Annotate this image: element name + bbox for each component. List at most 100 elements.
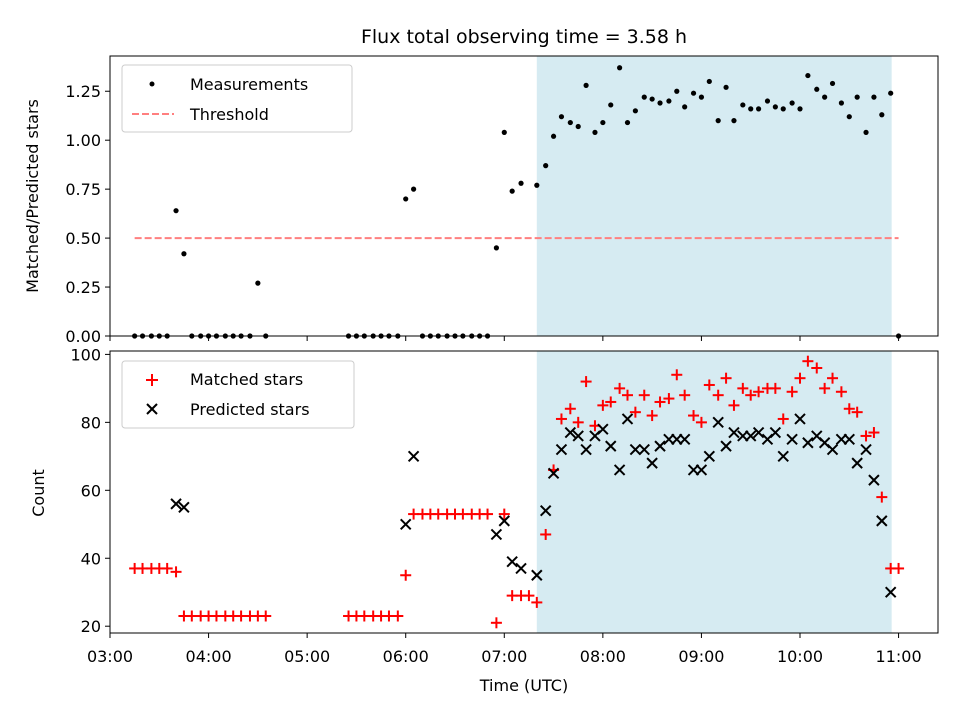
matched-star-point [835, 386, 847, 398]
measurement-point [805, 72, 811, 79]
matched-star-point [523, 590, 535, 602]
matched-star-point [646, 410, 658, 422]
top-y-ticks: 0.00 0.25 0.50 0.75 1.00 1.25 [65, 82, 110, 346]
x-tick-label: 06:00 [383, 647, 429, 666]
observing-window-shade-bottom [536, 351, 892, 633]
matched-star-point [695, 416, 707, 428]
predicted-star-point [860, 443, 872, 456]
predicted-star-point [515, 562, 527, 575]
y-tick-label: 0.50 [65, 229, 101, 248]
matched-star-point [843, 403, 855, 415]
measurement-point [600, 119, 606, 126]
predicted-star-point [564, 426, 577, 439]
measurement-point [649, 96, 655, 102]
predicted-star-point [407, 450, 420, 463]
predicted-star-point [703, 450, 716, 463]
x-tick-label: 11:00 [876, 647, 922, 666]
measurement-point [822, 94, 828, 100]
measurement-point [789, 100, 795, 106]
measurement-point [550, 133, 557, 139]
measurement-point [666, 98, 672, 104]
legend-measurements-label: Measurements [190, 75, 308, 94]
matched-star-point [819, 382, 831, 394]
legend-matched-marker [146, 374, 158, 386]
y-tick-label: 0.00 [65, 327, 101, 346]
matched-star-point [777, 413, 789, 425]
predicted-star-point [597, 423, 609, 435]
matched-star-point [572, 416, 584, 428]
x-tick-label: 04:00 [186, 647, 232, 666]
top-panel: 0.00 0.25 0.50 0.75 1.00 1.25 Matched/Predict… [23, 55, 939, 346]
predicted-star-point [712, 416, 724, 429]
measurement-point [829, 80, 836, 87]
measurement-point [690, 90, 697, 96]
top-axes-frame [109, 55, 939, 337]
legend-matched-label: Matched stars [190, 370, 303, 389]
measurement-point [173, 208, 179, 214]
observing-window-shade [536, 56, 892, 336]
measurement-point [558, 114, 565, 120]
measurement-point [772, 104, 778, 110]
predicted-stars-points [170, 413, 897, 598]
y-tick-label: 80 [81, 413, 101, 432]
matched-star-point [498, 508, 510, 520]
predicted-star-point [678, 433, 691, 446]
matched-star-point [605, 396, 617, 408]
matched-star-point [811, 362, 823, 374]
measurement-point [411, 186, 417, 192]
measurement-point [814, 86, 820, 92]
matched-star-point [753, 386, 765, 398]
predicted-star-point [547, 467, 560, 480]
matched-star-point [531, 596, 543, 608]
predicted-star-point [506, 555, 518, 568]
predicted-star-point [490, 528, 503, 541]
measurement-point [740, 102, 746, 108]
predicted-star-point [851, 457, 863, 469]
y-tick-label: 60 [81, 481, 101, 500]
matched-star-point [728, 399, 740, 411]
measurement-point [764, 98, 771, 104]
measurement-point [181, 251, 187, 257]
matched-star-point [679, 389, 691, 401]
x-tick-label: 10:00 [777, 647, 823, 666]
measurement-point [748, 106, 754, 112]
predicted-star-point [178, 501, 190, 513]
matched-star-point [802, 355, 814, 367]
measurement-point [698, 94, 705, 100]
matched-star-point [170, 566, 182, 578]
matched-star-point [786, 386, 798, 398]
bottom-y-ticks: 20 40 60 80 100 [70, 345, 110, 636]
chart-title: Flux total observing time = 3.58 h [361, 26, 687, 48]
measurement-point [567, 119, 573, 126]
predicted-star-point [802, 437, 814, 449]
measurement-point [641, 94, 647, 100]
matched-star-point [720, 372, 732, 384]
top-legend-box [121, 64, 353, 133]
matched-star-point [629, 406, 641, 418]
predicted-star-point [646, 457, 658, 469]
matched-star-point [654, 396, 666, 408]
matched-star-point [564, 403, 576, 415]
matched-star-point [703, 379, 715, 391]
y-tick-label: 40 [81, 549, 101, 568]
x-tick-label: 07:00 [481, 647, 527, 666]
measurement-point [617, 65, 623, 71]
bottom-legend-box [121, 360, 355, 429]
measurement-point [888, 90, 894, 96]
predicted-star-point [876, 515, 888, 527]
matched-star-point [663, 393, 675, 405]
measurement-point [706, 78, 712, 85]
predicted-star-point [826, 443, 839, 456]
predicted-star-point [629, 443, 642, 456]
matched-star-point [712, 389, 724, 401]
predicted-star-point [769, 426, 782, 439]
bottom-x-ticks: 03:00 04:00 05:00 06:00 07:00 08:00 09:00 10:00… [87, 633, 922, 666]
matched-star-point [769, 382, 781, 394]
matched-star-point [688, 410, 700, 422]
matched-star-point [868, 427, 880, 439]
matched-star-point [737, 382, 749, 394]
measurement-point [543, 163, 549, 169]
legend-predicted-label: Predicted stars [190, 400, 310, 419]
matched-star-point [580, 376, 592, 388]
